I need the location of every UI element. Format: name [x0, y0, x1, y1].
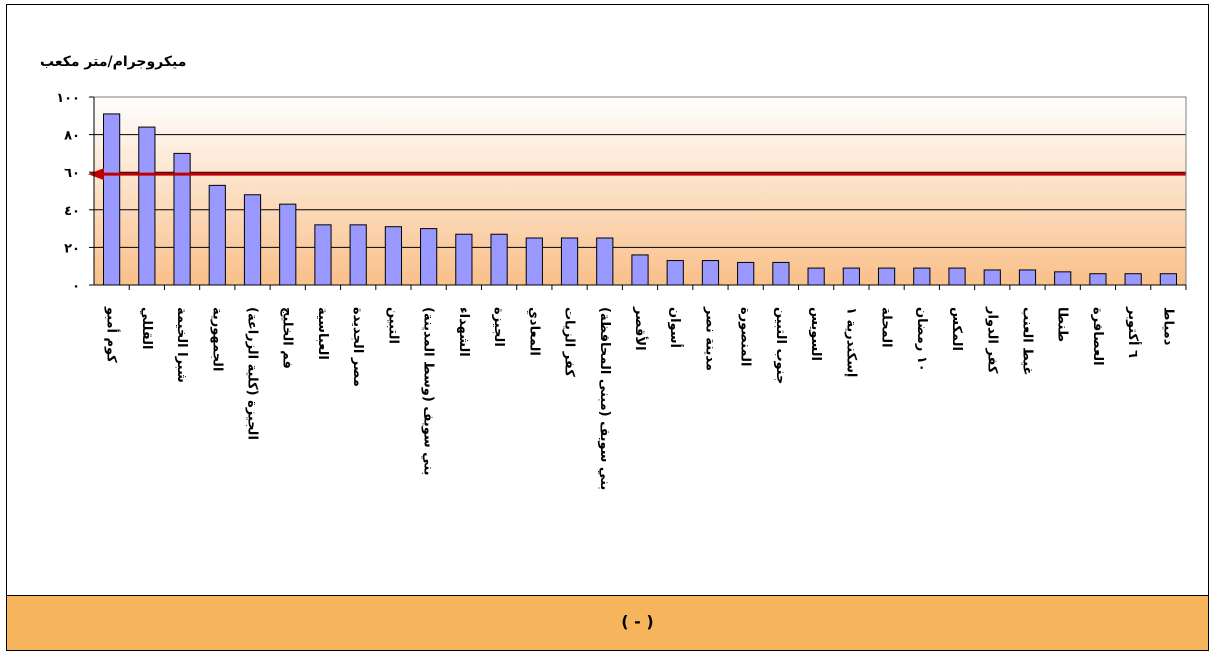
x-category-label: الجيزة (كلية الزراعة) [245, 307, 260, 440]
x-category-label: التبين [385, 307, 400, 344]
x-axis-category-labels: كوم أمبو القللي شبرا الخيمة الجمهورية الجيزة… [104, 306, 1176, 490]
bar [491, 234, 507, 285]
y-tick-label: ٤٠ [64, 204, 80, 219]
bar [139, 127, 155, 285]
bar [315, 225, 331, 285]
x-category-label: جنوب التبين [773, 307, 788, 384]
x-category-label: العصافرة [1090, 307, 1105, 366]
x-category-label: مصر الجديدة [350, 307, 365, 387]
x-category-label: القللي [139, 307, 154, 349]
bar [209, 185, 225, 285]
bar [350, 225, 366, 285]
bar [526, 238, 542, 285]
bar [1125, 274, 1141, 285]
figure-caption-band: ( - ) [6, 596, 1209, 651]
x-category-label: العباسية [315, 307, 330, 360]
x-category-label: الشهداء [456, 307, 471, 357]
bar [1160, 274, 1176, 285]
bar [561, 238, 577, 285]
x-category-label: فم الخليج [280, 307, 295, 369]
bar [1019, 270, 1035, 285]
x-category-label: إسكندرية ١ [843, 307, 858, 377]
bar [738, 262, 754, 285]
bar [385, 227, 401, 285]
x-category-label: بني سويف (وسط المدينة) [421, 307, 436, 476]
y-tick-label: ٦٠ [64, 166, 80, 181]
figure-caption: ( - ) [7, 612, 1208, 631]
bar [773, 262, 789, 285]
bar [104, 114, 120, 285]
y-tick-label: ٨٠ [64, 129, 80, 144]
x-category-label: شبرا الخيمة [174, 307, 189, 383]
x-category-label: المحلة [879, 307, 894, 348]
bar [597, 238, 613, 285]
bar [914, 268, 930, 285]
bar [984, 270, 1000, 285]
bar [280, 204, 296, 285]
x-category-label: ٦ أكتوبر [1125, 306, 1142, 358]
y-tick-label: ٠ [72, 279, 80, 294]
x-category-label: ١٠ رمضان [914, 307, 929, 372]
x-category-label: الأقصر [632, 306, 649, 351]
bar [843, 268, 859, 285]
x-category-label: كفر الدوار [984, 306, 999, 374]
bar [421, 229, 437, 285]
x-category-label: أسوان [667, 307, 684, 348]
bar [808, 268, 824, 285]
x-category-label: الجمهورية [209, 307, 224, 371]
x-category-label: الجيزة [491, 307, 506, 347]
x-category-label: المنصورة [738, 307, 753, 366]
bar [1055, 272, 1071, 285]
x-category-label: كوم أمبو [104, 306, 121, 363]
x-category-label: السويس [808, 307, 823, 361]
bar [878, 268, 894, 285]
x-category-label: كفر الزيات [562, 307, 577, 377]
bar [702, 261, 718, 285]
y-tick-label: ٢٠ [64, 241, 80, 256]
x-category-label: مدينة نصر [702, 306, 717, 371]
x-category-label: طنطا [1055, 307, 1070, 342]
x-category-label: دمياط [1160, 307, 1175, 346]
y-axis-tick-labels: ٠ ٢٠ ٤٠ ٦٠ ٨٠ ١٠٠ [56, 91, 80, 294]
y-tick-label: ١٠٠ [56, 91, 80, 106]
bar [632, 255, 648, 285]
bar [244, 195, 260, 285]
bar-chart: ٠ ٢٠ ٤٠ ٦٠ ٨٠ ١٠٠ كوم أمبو القللي شبرا الخيمة ال… [0, 0, 1217, 596]
bar [1090, 274, 1106, 285]
x-category-label: المكس [949, 307, 964, 351]
bar [456, 234, 472, 285]
bar [949, 268, 965, 285]
x-category-label: غيط العنب [1019, 307, 1034, 375]
x-category-label: المعادي [526, 307, 541, 356]
x-category-label: بني سويف (مبنى المحافظة) [597, 307, 612, 490]
bar [667, 261, 683, 285]
